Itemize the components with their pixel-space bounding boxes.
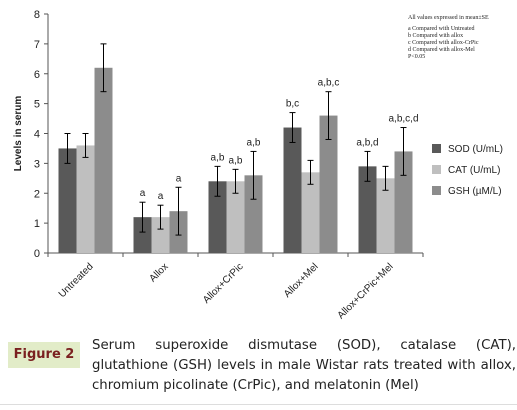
bar [319,115,338,253]
significance-label: a [140,188,146,199]
chart-note: All values expressed in mean±SE [408,15,489,21]
y-tick-label: 3 [34,158,40,170]
y-tick-label: 5 [34,99,40,111]
significance-label: a,b [211,152,225,163]
bar [301,172,320,253]
bar [94,67,113,254]
y-tick-label: 2 [34,188,40,200]
legend-label: CAT (U/mL) [448,165,500,176]
category-label: Allox+CrPic+Mel [336,261,396,321]
bar [394,151,413,253]
bar [244,175,263,253]
legend-label: GSH (µM/L) [448,186,502,197]
significance-label: b,c [286,99,299,110]
significance-label: a,b [247,137,261,148]
chart-note: c Compared with allox-CrPic [408,40,479,46]
y-tick-label: 1 [34,218,40,230]
legend-label: SOD (U/mL) [448,144,503,155]
bar [133,217,152,253]
category-label: Untreated [57,261,96,300]
bar [283,127,302,253]
chart-note: b Compared with allox [408,33,463,39]
y-tick-label: 8 [34,9,40,21]
y-axis-title: Levels in serum [13,96,24,172]
significance-label: a [158,191,164,202]
chart-note: P<0.05 [408,54,425,60]
caption-text: Serum superoxide dismutase (SOD), catala… [92,338,516,393]
chart-note: a Compared with Untreated [408,26,474,32]
bar [358,166,377,253]
divider [0,404,517,405]
bar [151,217,170,253]
y-tick-label: 6 [34,69,40,81]
legend-swatch [432,165,441,174]
bar [208,181,227,253]
y-tick-label: 7 [34,39,40,51]
chart-note: d Compared with allox-Mel [408,47,475,53]
category-label: Allox [148,261,171,284]
y-tick-label: 0 [34,248,40,260]
bar [76,145,95,253]
bar [226,181,245,253]
bar [58,148,77,253]
significance-label: a,b,d [356,137,378,148]
y-tick-label: 4 [34,129,40,141]
significance-label: a,b,c [318,78,340,89]
significance-label: a,b,c,d [388,114,418,125]
significance-label: a [176,173,182,184]
category-label: Allox+CrPic [201,261,246,306]
bar-chart: 0 1 2 3 4 5 6 7 8 Levels in serum a a,b b,c a,b,d a a,b… [13,9,503,321]
category-label: Allox+Mel [282,261,321,300]
bar [376,178,395,253]
legend-swatch [432,186,441,195]
figure-label: Figure 2 [8,342,80,368]
legend-swatch [432,144,441,153]
significance-label: a,b [229,155,243,166]
